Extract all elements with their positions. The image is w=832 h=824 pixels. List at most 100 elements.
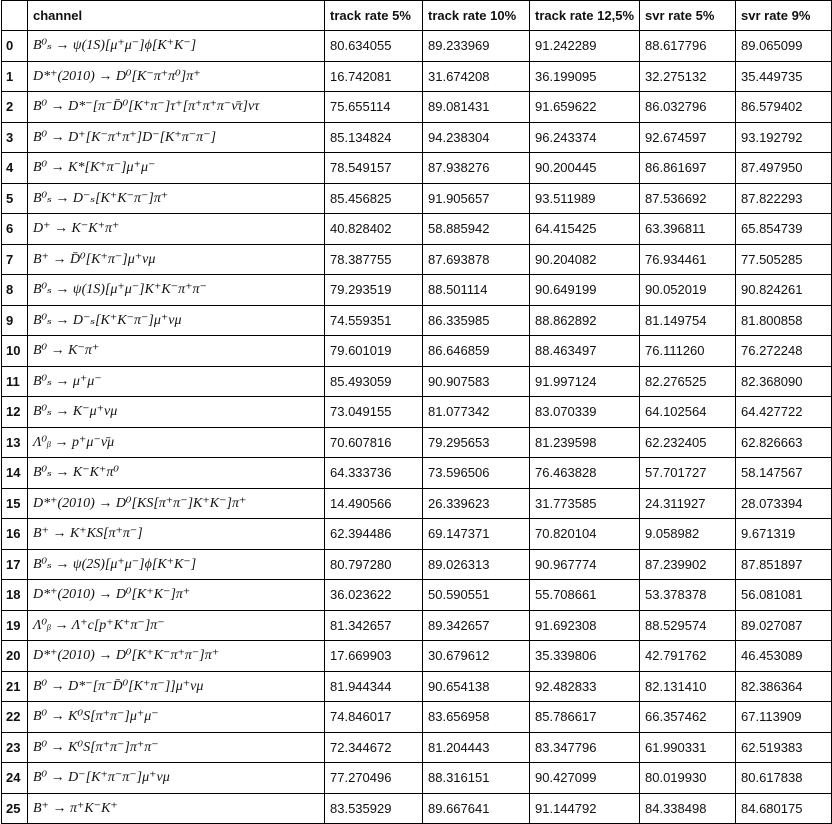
track-rate-5-cell: 16.742081 (324, 60, 423, 92)
track-rate-5-cell: 40.828402 (324, 213, 423, 245)
index-header (1, 0, 28, 31)
table-row: 10 B⁰ → K⁻π⁺ 79.601019 86.646859 88.463497 76… (1, 335, 832, 367)
channel-cell: B⁰ₛ → K⁻μ⁺νμ (27, 396, 325, 428)
track-rate-5-cell: 79.601019 (324, 335, 423, 367)
svr-rate-5-cell: 24.311927 (639, 487, 736, 519)
track-rate-5-cell: 79.293519 (324, 274, 423, 306)
track-rate-10-header: track rate 10% (422, 0, 530, 31)
table-row: 23 B⁰ → K⁰S[π⁺π⁻]π⁺π⁻ 72.344672 81.204443 83… (1, 731, 832, 763)
track-rate-12-5-cell: 70.820104 (529, 518, 640, 550)
svr-rate-5-cell: 90.052019 (639, 274, 736, 306)
row-index: 11 (1, 365, 28, 397)
track-rate-5-cell: 85.134824 (324, 121, 423, 153)
track-rate-5-cell: 78.549157 (324, 152, 423, 184)
track-rate-12-5-cell: 91.659622 (529, 91, 640, 123)
row-index: 19 (1, 609, 28, 641)
row-index: 21 (1, 670, 28, 702)
channel-cell: B⁺ → D̄⁰[K⁺π⁻]μ⁺νμ (27, 243, 325, 275)
channel-cell: B⁺ → π⁺K⁻K⁺ (27, 792, 325, 824)
track-rate-5-cell: 72.344672 (324, 731, 423, 763)
svr-rate-9-cell: 81.800858 (735, 304, 832, 336)
track-rate-10-cell: 73.596506 (422, 457, 530, 489)
svr-rate-9-cell: 93.192792 (735, 121, 832, 153)
svr-rate-9-cell: 46.453089 (735, 640, 832, 672)
row-index: 4 (1, 152, 28, 184)
svr-rate-9-cell: 35.449735 (735, 60, 832, 92)
channel-cell: B⁺ → K⁺KS[π⁺π⁻] (27, 518, 325, 550)
channel-cell: Λ⁰ᵦ → p⁺μ⁻ν̄μ (27, 426, 325, 458)
svr-rate-5-cell: 32.275132 (639, 60, 736, 92)
channel-cell: B⁰ₛ → K⁻K⁺π⁰ (27, 457, 325, 489)
svr-rate-9-cell: 62.826663 (735, 426, 832, 458)
row-index: 1 (1, 60, 28, 92)
track-rate-12-5-cell: 91.144792 (529, 792, 640, 824)
table-row: 11 B⁰ₛ → μ⁺μ⁻ 85.493059 90.907583 91.997124 8… (1, 365, 832, 397)
row-index: 23 (1, 731, 28, 763)
table-body: 0 B⁰ₛ → ψ(1S)[μ⁺μ⁻]ϕ[K⁺K⁻] 80.634055 89.233… (1, 30, 832, 824)
track-rate-10-cell: 79.295653 (422, 426, 530, 458)
channel-cell: D*⁺(2010) → D⁰[K⁺K⁻π⁺π⁻]π⁺ (27, 640, 325, 672)
table-row: 20 D*⁺(2010) → D⁰[K⁺K⁻π⁺π⁻]π⁺ 17.669903 30.… (1, 640, 832, 672)
channel-cell: B⁰ → K⁻π⁺ (27, 335, 325, 367)
svr-rate-5-cell: 84.338498 (639, 792, 736, 824)
track-rate-10-cell: 88.316151 (422, 762, 530, 794)
row-index: 2 (1, 91, 28, 123)
track-rate-12-5-cell: 76.463828 (529, 457, 640, 489)
channel-cell: B⁰ₛ → μ⁺μ⁻ (27, 365, 325, 397)
track-rate-12-5-cell: 90.204082 (529, 243, 640, 275)
svr-rate-5-cell: 63.396811 (639, 213, 736, 245)
track-rate-12-5-cell: 64.415425 (529, 213, 640, 245)
track-rate-5-cell: 17.669903 (324, 640, 423, 672)
track-rate-10-cell: 88.501114 (422, 274, 530, 306)
track-rate-5-cell: 64.333736 (324, 457, 423, 489)
track-rate-12-5-cell: 36.199095 (529, 60, 640, 92)
svr-rate-9-cell: 28.073394 (735, 487, 832, 519)
channel-cell: D⁺ → K⁻K⁺π⁺ (27, 213, 325, 245)
track-rate-5-cell: 36.023622 (324, 579, 423, 611)
channel-cell: B⁰ → D*⁻[π⁻D̄⁰[K⁺π⁻]]μ⁺νμ (27, 670, 325, 702)
table-row: 17 B⁰ₛ → ψ(2S)[μ⁺μ⁻]ϕ[K⁺K⁻] 80.797280 89.02… (1, 548, 832, 580)
track-rate-12-5-cell: 85.786617 (529, 701, 640, 733)
svr-rate-9-cell: 62.519383 (735, 731, 832, 763)
track-rate-10-cell: 89.342657 (422, 609, 530, 641)
row-index: 20 (1, 640, 28, 672)
track-rate-5-cell: 83.535929 (324, 792, 423, 824)
row-index: 6 (1, 213, 28, 245)
row-index: 14 (1, 457, 28, 489)
row-index: 3 (1, 121, 28, 153)
table-row: 14 B⁰ₛ → K⁻K⁺π⁰ 64.333736 73.596506 76.46382… (1, 457, 832, 489)
table-row: 7 B⁺ → D̄⁰[K⁺π⁻]μ⁺νμ 78.387755 87.693878 90.… (1, 243, 832, 275)
table-row: 9 B⁰ₛ → D⁻ₛ[K⁺K⁻π⁻]μ⁺νμ 74.559351 86.335985… (1, 304, 832, 336)
track-rate-10-cell: 89.233969 (422, 30, 530, 62)
svr-rate-9-cell: 89.065099 (735, 30, 832, 62)
track-rate-5-cell: 85.493059 (324, 365, 423, 397)
track-rate-12-5-cell: 90.427099 (529, 762, 640, 794)
track-rate-12-5-cell: 96.243374 (529, 121, 640, 153)
svr-rate-5-cell: 9.058982 (639, 518, 736, 550)
track-rate-5-cell: 80.634055 (324, 30, 423, 62)
table-row: 25 B⁺ → π⁺K⁻K⁺ 83.535929 89.667641 91.144792… (1, 792, 832, 824)
track-rate-10-cell: 90.907583 (422, 365, 530, 397)
track-rate-10-cell: 87.693878 (422, 243, 530, 275)
svr-rate-9-cell: 80.617838 (735, 762, 832, 794)
svr-rate-5-cell: 86.032796 (639, 91, 736, 123)
svr-rate-9-cell: 82.368090 (735, 365, 832, 397)
track-rate-12-5-cell: 92.482833 (529, 670, 640, 702)
track-rate-5-cell: 74.559351 (324, 304, 423, 336)
svr-rate-5-cell: 66.357462 (639, 701, 736, 733)
svr-rate-5-cell: 82.131410 (639, 670, 736, 702)
table-row: 22 B⁰ → K⁰S[π⁺π⁻]μ⁺μ⁻ 74.846017 83.656958 85… (1, 701, 832, 733)
svr-rate-9-cell: 87.822293 (735, 182, 832, 214)
track-rate-5-cell: 75.655114 (324, 91, 423, 123)
svr-rate-5-cell: 88.529574 (639, 609, 736, 641)
track-rate-5-cell: 81.944344 (324, 670, 423, 702)
svr-rate-5-cell: 76.111260 (639, 335, 736, 367)
track-rate-5-cell: 73.049155 (324, 396, 423, 428)
track-rate-10-cell: 83.656958 (422, 701, 530, 733)
track-rate-10-cell: 90.654138 (422, 670, 530, 702)
channel-cell: B⁰ₛ → ψ(1S)[μ⁺μ⁻]K⁺K⁻π⁺π⁻ (27, 274, 325, 306)
row-index: 18 (1, 579, 28, 611)
channel-cell: B⁰ → D⁻[K⁺π⁻π⁻]μ⁺νμ (27, 762, 325, 794)
track-rate-10-cell: 26.339623 (422, 487, 530, 519)
track-rate-5-cell: 81.342657 (324, 609, 423, 641)
